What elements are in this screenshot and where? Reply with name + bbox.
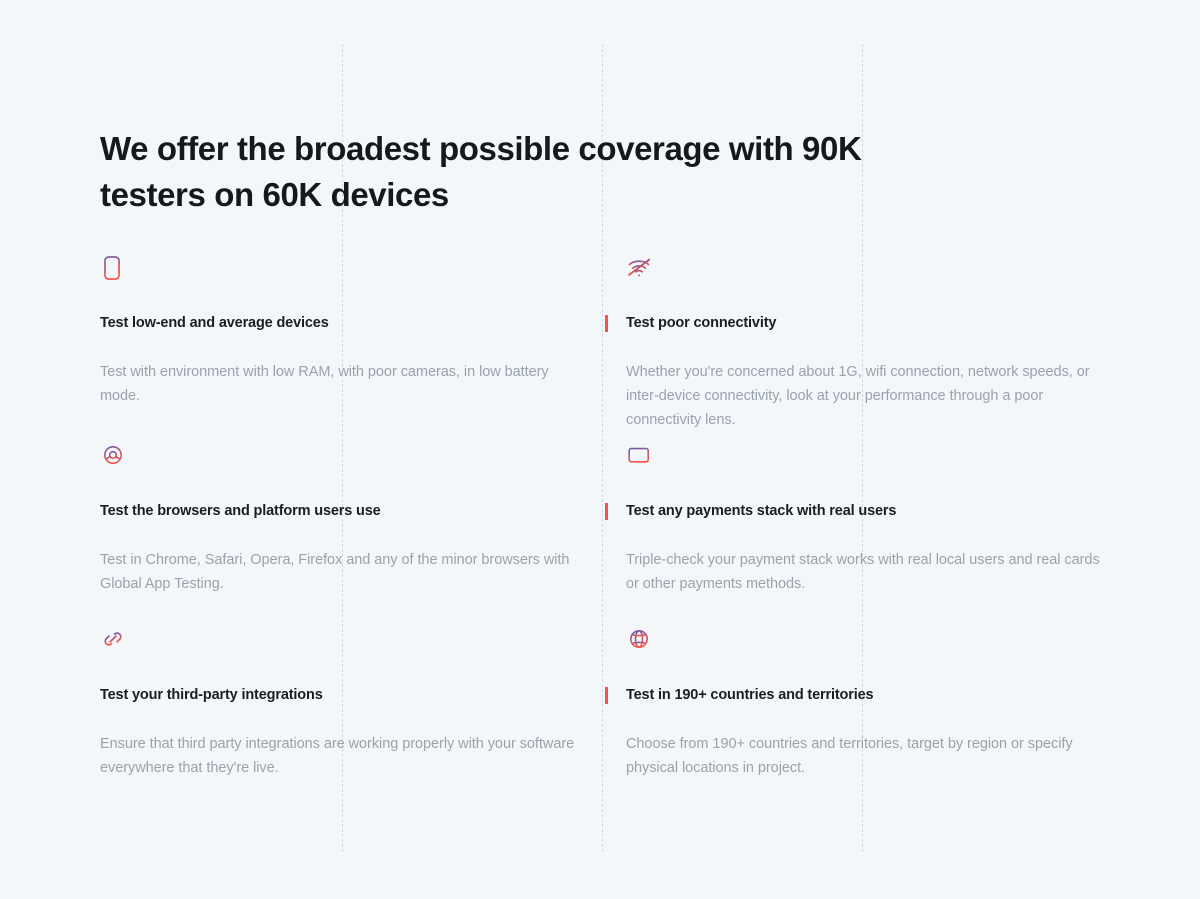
accent-bar — [605, 687, 608, 704]
link-chain-icon — [100, 624, 590, 654]
feature-title-text: Test in 190+ countries and territories — [626, 687, 874, 703]
smartphone-icon — [100, 252, 590, 282]
feature-card-payments: Test any payments stack with real users … — [605, 440, 1110, 624]
feature-card-browsers: Test the browsers and platform users use… — [100, 440, 605, 624]
feature-description: Whether you're concerned about 1G, wifi … — [626, 364, 1090, 428]
globe-icon — [626, 624, 1095, 654]
credit-card-icon — [626, 440, 1095, 470]
feature-row: Test low-end and average devices Test wi… — [100, 252, 1110, 440]
wifi-off-icon — [626, 252, 1095, 282]
grid-line-2 — [602, 44, 603, 852]
feature-description: Test with environment with low RAM, with… — [100, 364, 549, 404]
feature-title: Test in 190+ countries and territories — [605, 686, 1095, 704]
feature-title: Test the browsers and platform users use — [100, 503, 381, 519]
feature-description: Triple-check your payment stack works wi… — [626, 552, 1100, 592]
feature-row: Test your third-party integrations Ensur… — [100, 624, 1110, 776]
feature-description: Ensure that third party integrations are… — [100, 736, 575, 776]
feature-card-low-end-devices: Test low-end and average devices Test wi… — [100, 252, 605, 440]
feature-title: Test your third-party integrations — [100, 687, 323, 703]
page-title: We offer the broadest possible coverage … — [100, 130, 862, 213]
feature-description: Test in Chrome, Safari, Opera, Firefox a… — [100, 552, 570, 592]
chrome-browser-icon — [100, 440, 590, 470]
accent-bar — [605, 503, 608, 520]
grid-line-1 — [342, 44, 343, 852]
feature-row: Test the browsers and platform users use… — [100, 440, 1110, 624]
feature-card-countries: Test in 190+ countries and territories C… — [605, 624, 1110, 776]
feature-title-text: Test any payments stack with real users — [626, 503, 897, 519]
accent-bar — [605, 315, 608, 332]
feature-title: Test any payments stack with real users — [605, 502, 1095, 520]
grid-line-3 — [862, 44, 863, 852]
feature-grid: Test low-end and average devices Test wi… — [100, 252, 1110, 776]
feature-title: Test poor connectivity — [605, 314, 1095, 332]
feature-description: Choose from 190+ countries and territori… — [626, 736, 1073, 776]
feature-title-text: Test poor connectivity — [626, 315, 777, 331]
feature-card-integrations: Test your third-party integrations Ensur… — [100, 624, 605, 776]
feature-card-poor-connectivity: Test poor connectivity Whether you're co… — [605, 252, 1110, 440]
feature-title: Test low-end and average devices — [100, 315, 329, 331]
